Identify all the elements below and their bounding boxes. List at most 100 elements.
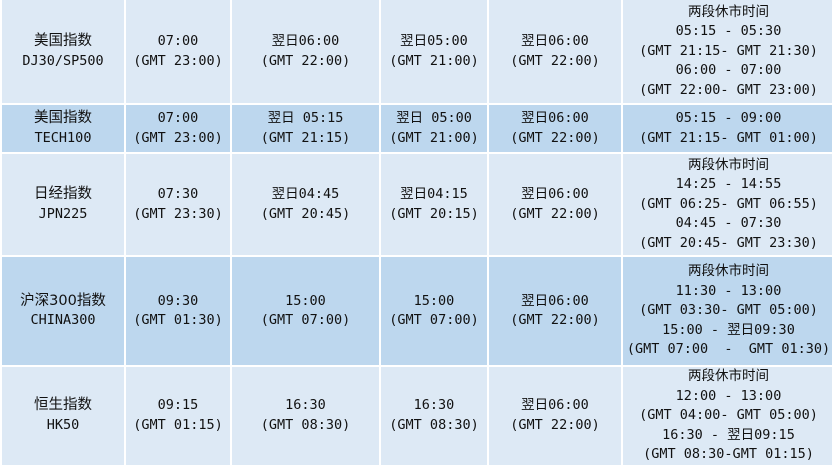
index-name: 日经指数 xyxy=(34,186,92,202)
time-line: 09:30 xyxy=(157,292,199,309)
table-row: 日经指数 JPN225 07:30 (GMT 23:30) 翌日04:45 (GMT 20… xyxy=(0,152,832,257)
time-line: (GMT 08:30) xyxy=(389,416,479,433)
time-cell-c4: 翌日06:00 (GMT 22:00) xyxy=(487,0,623,105)
time-line: 翌日06:00 xyxy=(521,292,589,309)
time-line: 04:45 - 07:30 xyxy=(675,215,782,232)
time-line: 12:00 - 13:00 xyxy=(675,387,782,404)
time-line: (GMT 07:00) xyxy=(260,312,351,328)
time-cell-c4: 翌日06:00 (GMT 22:00) xyxy=(487,103,623,154)
time-line: (GMT 21:15- GMT 21:30) xyxy=(639,42,818,59)
time-cell-c3: 翌日 05:00 (GMT 21:00) xyxy=(379,103,489,154)
time-cell-c3: 16:30 (GMT 08:30) xyxy=(379,365,489,467)
index-code: HK50 xyxy=(46,416,80,433)
time-cell-c1: 07:00 (GMT 23:00) xyxy=(124,0,232,105)
time-line: 16:30 xyxy=(285,397,326,414)
time-line: 翌日06:00 xyxy=(521,33,589,49)
index-name: 美国指数 xyxy=(34,110,92,126)
table-row: 美国指数 DJ30/SP500 07:00 (GMT 23:00) 翌日06:00 (GM… xyxy=(0,0,832,105)
table-row: 沪深300指数 CHINA300 09:30 (GMT 01:30) 15:00 (GMT… xyxy=(0,255,832,367)
time-line: 06:00 - 07:00 xyxy=(675,62,782,79)
time-cell-c5: 两段休市时间 11:30 - 13:00 (GMT 03:30- GMT 05:00… xyxy=(621,255,832,367)
index-cell: 日经指数 JPN225 xyxy=(0,152,126,257)
time-line: (GMT 20:45- GMT 23:30) xyxy=(639,234,818,251)
time-cell-c4: 翌日06:00 (GMT 22:00) xyxy=(487,152,623,257)
time-line: (GMT 23:30) xyxy=(133,205,223,222)
time-cell-c2: 16:30 (GMT 08:30) xyxy=(230,365,381,467)
table-row: 恒生指数 HK50 09:15 (GMT 01:15) 16:30 (GMT 08:30)… xyxy=(0,365,832,467)
table-row: 美国指数 TECH100 07:00 (GMT 23:00) 翌日 05:15 (GMT … xyxy=(0,103,832,154)
time-line: 翌日05:00 xyxy=(400,33,468,49)
time-line: 翌日06:00 xyxy=(521,397,589,414)
time-cell-c2: 15:00 (GMT 07:00) xyxy=(230,255,381,367)
time-cell-c1: 07:00 (GMT 23:00) xyxy=(124,103,232,154)
time-cell-c5: 两段休市时间 12:00 - 13:00 (GMT 04:00- GMT 05:00… xyxy=(621,365,832,467)
index-name: 沪深300指数 xyxy=(20,292,106,309)
time-line: 两段休市时间 xyxy=(688,263,769,280)
time-line: (GMT 23:00) xyxy=(133,52,223,69)
time-line: (GMT 22:00) xyxy=(260,52,351,69)
time-line: 14:25 - 14:55 xyxy=(675,176,782,193)
time-line: (GMT 21:00) xyxy=(389,52,479,69)
time-line: 两段休市时间 xyxy=(688,3,769,20)
time-line: (GMT 07:00 - GMT 01:30) xyxy=(626,341,831,358)
index-name: 恒生指数 xyxy=(34,397,92,414)
time-line: 05:15 - 05:30 xyxy=(675,23,782,40)
time-cell-c2: 翌日04:45 (GMT 20:45) xyxy=(230,152,381,257)
time-line: 翌日06:00 xyxy=(521,110,589,126)
index-cell: 恒生指数 HK50 xyxy=(0,365,126,467)
time-line: (GMT 01:15) xyxy=(133,416,223,433)
time-line: 翌日04:45 xyxy=(271,186,340,202)
time-line: 07:00 xyxy=(157,110,199,126)
time-line: 两段休市时间 xyxy=(688,368,769,384)
time-line: 翌日 05:15 xyxy=(267,110,344,126)
index-cell: 沪深300指数 CHINA300 xyxy=(0,255,126,367)
time-line: (GMT 22:00- GMT 23:00) xyxy=(639,81,818,98)
time-line: 07:00 xyxy=(157,33,199,49)
time-line: 16:30 - 翌日09:15 xyxy=(662,426,795,443)
time-cell-c3: 翌日05:00 (GMT 21:00) xyxy=(379,0,489,105)
time-line: 翌日06:00 xyxy=(271,33,340,49)
time-line: (GMT 03:30- GMT 05:00) xyxy=(639,302,818,319)
time-line: 翌日06:00 xyxy=(521,186,589,202)
time-line: (GMT 20:15) xyxy=(389,205,479,222)
time-line: (GMT 22:00) xyxy=(510,312,600,328)
index-code: TECH100 xyxy=(34,129,92,146)
time-line: 11:30 - 13:00 xyxy=(675,282,782,299)
index-code: JPN225 xyxy=(38,205,88,222)
time-cell-c4: 翌日06:00 (GMT 22:00) xyxy=(487,255,623,367)
time-cell-c5: 05:15 - 09:00 (GMT 21:15- GMT 01:00) xyxy=(621,103,832,154)
time-line: (GMT 21:00) xyxy=(389,129,479,146)
time-cell-c5: 两段休市时间 05:15 - 05:30 (GMT 21:15- GMT 21:30… xyxy=(621,0,832,105)
time-line: (GMT 23:00) xyxy=(133,129,223,146)
index-cell: 美国指数 TECH100 xyxy=(0,103,126,154)
time-line: (GMT 07:00) xyxy=(389,312,479,328)
time-line: (GMT 22:00) xyxy=(510,416,600,433)
time-line: 翌日04:15 xyxy=(400,186,468,202)
time-line: (GMT 21:15- GMT 01:00) xyxy=(639,129,818,146)
time-line: 05:15 - 09:00 xyxy=(675,110,782,126)
time-line: 15:00 xyxy=(285,292,326,309)
time-line: (GMT 06:25- GMT 06:55) xyxy=(639,195,818,212)
time-cell-c2: 翌日06:00 (GMT 22:00) xyxy=(230,0,381,105)
time-cell-c4: 翌日06:00 (GMT 22:00) xyxy=(487,365,623,467)
time-cell-c5: 两段休市时间 14:25 - 14:55 (GMT 06:25- GMT 06:55… xyxy=(621,152,832,257)
time-cell-c1: 07:30 (GMT 23:30) xyxy=(124,152,232,257)
time-line: 15:00 - 翌日09:30 xyxy=(662,321,795,338)
time-line: 两段休市时间 xyxy=(688,156,769,173)
time-line: (GMT 20:45) xyxy=(260,205,351,222)
time-cell-c2: 翌日 05:15 (GMT 21:15) xyxy=(230,103,381,154)
time-line: (GMT 08:30-GMT 01:15) xyxy=(643,446,814,462)
time-line: (GMT 22:00) xyxy=(510,129,600,146)
time-line: (GMT 22:00) xyxy=(510,52,600,69)
time-line: 16:30 xyxy=(413,397,455,414)
time-cell-c3: 15:00 (GMT 07:00) xyxy=(379,255,489,367)
time-cell-c1: 09:30 (GMT 01:30) xyxy=(124,255,232,367)
time-line: (GMT 04:00- GMT 05:00) xyxy=(639,407,818,423)
index-code: DJ30/SP500 xyxy=(22,52,104,69)
time-line: 翌日 05:00 xyxy=(396,110,472,126)
time-cell-c3: 翌日04:15 (GMT 20:15) xyxy=(379,152,489,257)
time-line: 15:00 xyxy=(413,292,455,309)
index-name: 美国指数 xyxy=(34,33,92,49)
time-line: 09:15 xyxy=(157,397,199,414)
